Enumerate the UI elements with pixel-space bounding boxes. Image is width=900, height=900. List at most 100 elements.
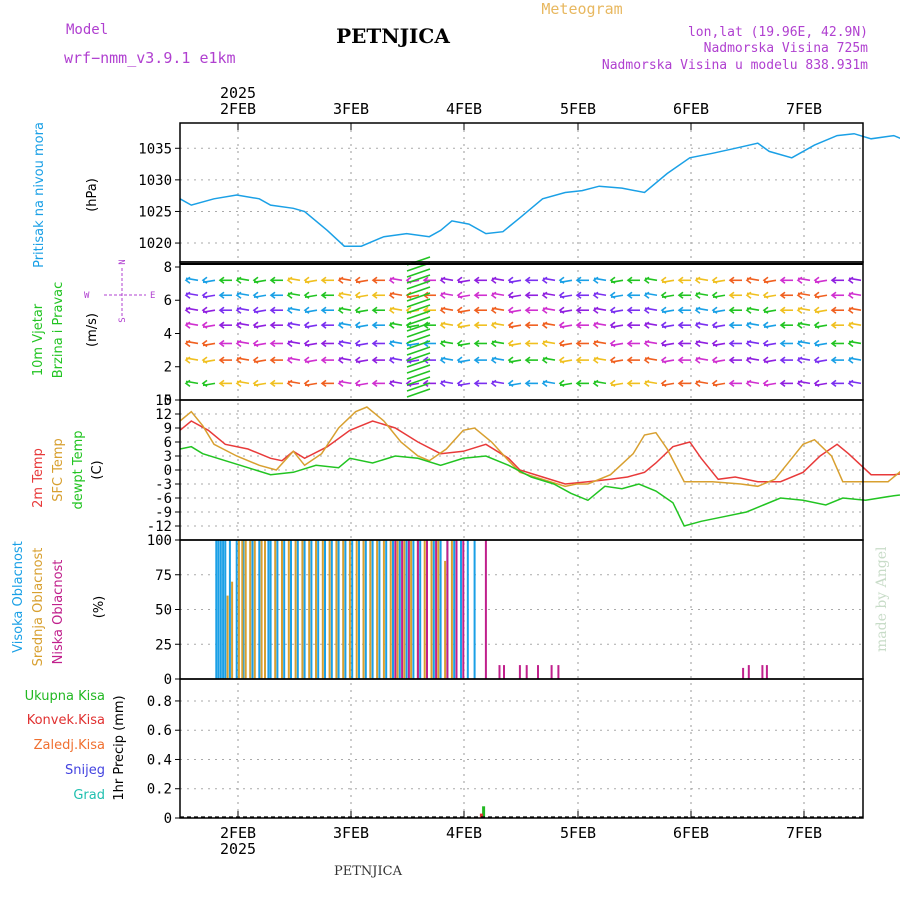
wind-arrow-head xyxy=(490,356,497,364)
wind-arrow-head xyxy=(507,276,514,284)
temp-label-1: 2m Temp xyxy=(31,448,46,508)
wind-arrow-head xyxy=(507,339,514,348)
bar-mark xyxy=(244,540,247,679)
wind-arrow-head xyxy=(762,356,769,364)
wind-arrow-head xyxy=(184,291,191,299)
wind-arrow-head xyxy=(235,339,242,348)
bar-mark xyxy=(525,665,528,679)
wind-arrow-head xyxy=(337,339,344,348)
bar-mark xyxy=(423,540,426,679)
wind-arrow-head xyxy=(745,321,752,329)
wind-arrow-head xyxy=(439,306,446,314)
x-day-label-top: 5FEB xyxy=(560,100,596,118)
wind-arrow-head xyxy=(660,356,667,364)
elevation-label: Nadmorska Visina 725m xyxy=(704,41,869,56)
wind-arrow-head xyxy=(796,276,803,284)
wind-arrow-head xyxy=(303,276,310,284)
wind-arrow-head xyxy=(337,306,344,314)
bar-mark xyxy=(444,560,447,679)
x-day-label-bottom: 2FEB xyxy=(220,824,256,842)
wind-arrow-head xyxy=(235,356,242,364)
wind-arrow-head xyxy=(711,339,718,348)
x-day-label-top: 7FEB xyxy=(786,100,822,118)
wind-arrow-head xyxy=(558,306,565,314)
wind-arrow-head xyxy=(252,356,259,364)
wind-arrow-head xyxy=(575,276,582,284)
wind-arrow-head xyxy=(252,306,259,314)
bar-mark xyxy=(498,665,501,679)
wind-arrow-head xyxy=(303,356,310,364)
precip-label-grad: Grad xyxy=(73,788,105,803)
pressure-unit: (hPa) xyxy=(85,178,100,212)
bar-mark xyxy=(503,665,505,679)
pressure-tick-label: 1030 xyxy=(138,173,172,189)
temp-tick-label: 3 xyxy=(164,449,172,465)
wind-arrow-head xyxy=(779,321,786,329)
bar-mark xyxy=(364,540,367,679)
wind-arrow xyxy=(406,334,431,344)
bar-mark xyxy=(747,665,750,679)
temp-tick-label: 6 xyxy=(164,435,172,451)
bar-mark xyxy=(215,540,218,679)
bar-mark xyxy=(301,540,304,679)
wind-arrow-head xyxy=(575,356,582,364)
cloud-tick-label: 75 xyxy=(155,568,172,584)
bar-mark xyxy=(337,540,340,679)
bar-mark xyxy=(317,540,320,679)
wind-arrow-head xyxy=(286,339,293,348)
wind-arrow-head xyxy=(796,379,803,388)
x-day-label-top: 6FEB xyxy=(673,100,709,118)
wind-arrow-head xyxy=(524,356,531,364)
wind-arrow-head xyxy=(490,306,497,314)
bar-mark xyxy=(416,540,419,679)
wind-arrow xyxy=(406,310,431,320)
bar-mark xyxy=(432,540,435,679)
wind-arrow-head xyxy=(830,321,837,329)
wind-arrow-head xyxy=(354,291,361,299)
wind-arrow-head xyxy=(575,321,582,329)
wind-arrow-head xyxy=(609,306,616,314)
precip-label-total: Ukupna Kisa xyxy=(25,689,105,704)
bar-mark xyxy=(358,540,360,679)
wind-arrow-head xyxy=(660,379,667,388)
wind-arrow-head xyxy=(456,306,463,314)
pressure-label: Pritisak na nivou mora xyxy=(32,122,47,268)
temp-tick-label: 15 xyxy=(155,393,172,409)
model-elevation-label: Nadmorska Visina u modelu 838.931m xyxy=(602,58,868,73)
wind-arrow-head xyxy=(354,321,361,329)
wind-arrow-head xyxy=(660,321,667,329)
bar-mark xyxy=(426,540,428,679)
bar-mark xyxy=(385,540,388,679)
wind-arrow-head xyxy=(235,306,242,314)
bar-mark xyxy=(403,540,406,679)
wind-arrow-head xyxy=(252,291,259,299)
wind-arrow-head xyxy=(660,339,667,348)
wind-arrow xyxy=(406,358,431,368)
bar-mark xyxy=(324,540,326,679)
bar-mark xyxy=(330,540,333,679)
cloud-label-2: Srednja Oblacnost xyxy=(31,548,46,667)
model-name: wrf−nmm_v3.9.1 e1km xyxy=(64,49,236,67)
wind-arrow-head xyxy=(830,306,837,314)
compass-north: N xyxy=(118,259,128,264)
wind-arrow-head xyxy=(184,321,191,329)
precip-label-convective: Konvek.Kisa xyxy=(27,713,105,728)
wind-arrow-head xyxy=(728,276,735,284)
wind-arrow-head xyxy=(779,291,786,299)
wind-arrow-head xyxy=(660,276,667,284)
wind-arrow-head xyxy=(439,321,446,329)
meteogram-title: Meteogram xyxy=(541,0,622,18)
wind-arrow-head xyxy=(779,306,786,314)
wind-arrow-head xyxy=(609,291,616,299)
bar-mark xyxy=(462,540,465,679)
wind-arrow-head xyxy=(575,379,582,388)
wind-label-2: Brzina i Pravac xyxy=(51,282,66,379)
bar-mark xyxy=(224,540,227,679)
wind-arrow-head xyxy=(473,321,480,329)
wind-arrow-head xyxy=(184,276,191,284)
wind-arrow-head xyxy=(439,356,446,364)
wind-arrow-head xyxy=(677,306,684,314)
bar-mark xyxy=(274,540,277,679)
station-title: PETNJICA xyxy=(336,24,450,48)
wind-arrow-head xyxy=(711,291,718,299)
